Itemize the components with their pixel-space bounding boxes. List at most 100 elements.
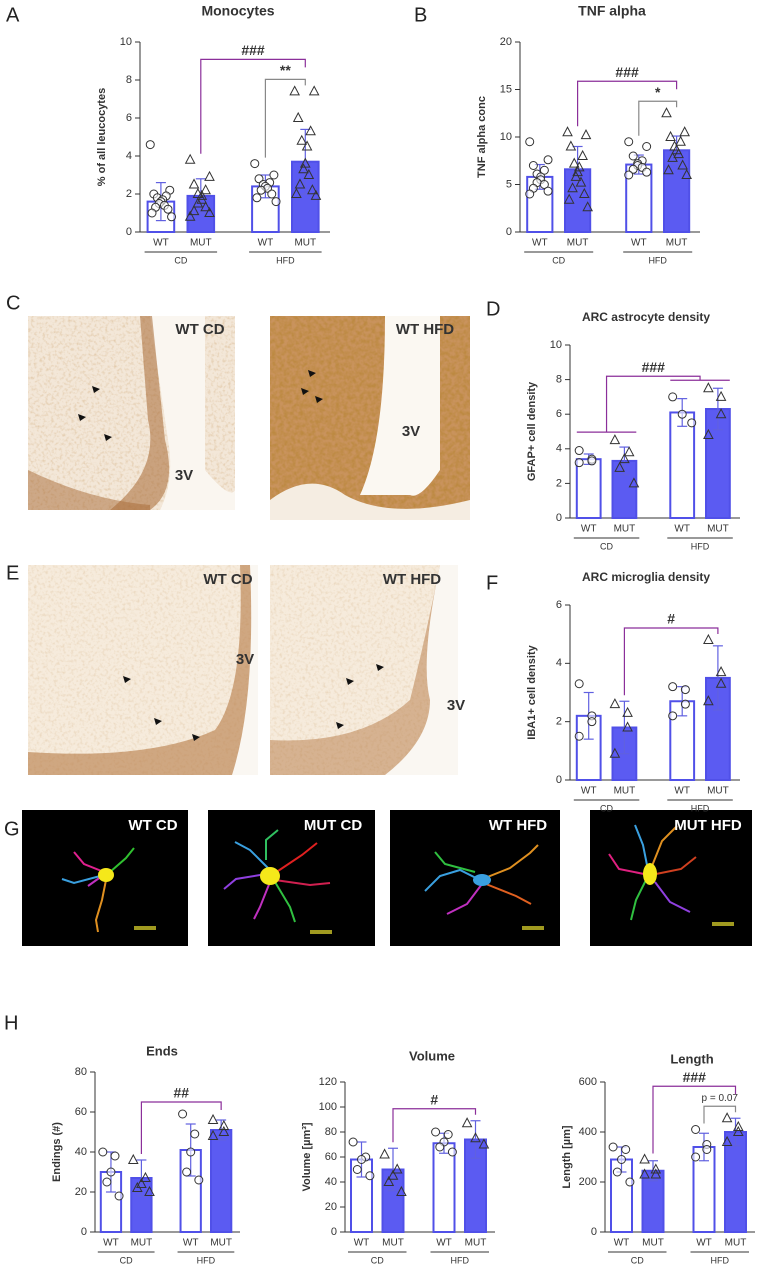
bar [724, 1131, 747, 1233]
group-label: CD [600, 803, 613, 813]
bracket [652, 1085, 737, 1154]
significance [638, 100, 678, 136]
x-tick-label: WT [532, 238, 548, 249]
y-tick-label: 80 [325, 1126, 337, 1138]
y-tick-label: 2 [556, 477, 562, 489]
arrowheads [78, 370, 323, 441]
data-point [609, 434, 621, 445]
data-point [703, 428, 714, 439]
bar [669, 411, 696, 519]
data-point [539, 180, 549, 189]
data-point [200, 184, 211, 195]
bracket [623, 627, 719, 696]
chart-title: TNF alpha [578, 3, 646, 19]
y-tick-label: 6 [556, 408, 562, 420]
y-tick-label: 8 [126, 74, 132, 86]
data-point [562, 126, 573, 137]
data-point [196, 193, 208, 204]
bracket [264, 78, 306, 158]
data-point [703, 382, 714, 393]
data-point [188, 178, 200, 189]
data-point [271, 197, 281, 207]
y-axis-label: % of all leucocytes [96, 88, 108, 186]
data-point [305, 125, 316, 136]
data-point [114, 1191, 124, 1201]
data-point [691, 1125, 701, 1134]
data-point [298, 163, 309, 174]
significance [264, 78, 306, 158]
data-point [715, 666, 727, 677]
error-bar [619, 446, 630, 476]
data-point [391, 1163, 403, 1174]
x-tick-label: MUT [725, 1238, 747, 1249]
data-point [703, 695, 714, 706]
data-point [628, 151, 638, 161]
cell-reconstruction [590, 810, 752, 946]
data-point [301, 140, 313, 151]
x-tick-label: WT [674, 786, 690, 797]
data-point [702, 1145, 712, 1154]
data-point [732, 1125, 744, 1136]
x-tick-label: WT [183, 1238, 199, 1249]
image-label: WT CD [203, 571, 252, 588]
bracket [140, 1101, 222, 1154]
x-tick-label: WT [581, 524, 597, 535]
data-point [539, 165, 549, 175]
significance-label: ** [280, 62, 291, 78]
group-label: HFD [691, 541, 710, 551]
x-tick-label: WT [631, 238, 647, 249]
x-tick-label: WT [258, 238, 274, 249]
data-point [106, 1167, 116, 1177]
bracket [703, 1105, 737, 1124]
chart-title: Monocytes [201, 3, 274, 19]
y-axis-label: TNF alpha conc [476, 96, 488, 178]
data-point [703, 633, 714, 644]
y-tick-label: 4 [126, 150, 132, 162]
data-point [715, 677, 727, 688]
group-label: HFD [276, 255, 295, 265]
significance-label: # [667, 611, 675, 627]
data-point [567, 182, 578, 193]
chart-title: ARC microglia density [582, 570, 710, 584]
bracket [577, 80, 678, 127]
x-tick-label: WT [354, 1238, 370, 1249]
error-bar [388, 1147, 398, 1192]
data-point [677, 159, 688, 170]
data-point [127, 1153, 139, 1164]
data-point [167, 212, 177, 222]
y-tick-label: 400 [579, 1126, 597, 1138]
data-point [568, 157, 580, 168]
data-point [188, 205, 200, 216]
y-tick-label: 10 [120, 36, 132, 48]
bar [575, 458, 602, 519]
y-tick-label: 2 [126, 188, 132, 200]
x-tick-label: WT [696, 1238, 712, 1249]
bracket [638, 100, 678, 136]
ventricle-label: 3V [236, 651, 254, 668]
data-point [218, 1125, 230, 1136]
group-label: CD [552, 255, 565, 265]
data-point [625, 1177, 635, 1187]
x-tick-label: MUT [210, 1238, 232, 1249]
data-point [608, 1142, 618, 1152]
data-point [677, 409, 687, 419]
y-axis-label: GFAP+ cell density [526, 381, 538, 481]
y-tick-label: 15 [500, 83, 512, 95]
data-point [691, 1152, 701, 1162]
image-label: WT HFD [383, 571, 441, 588]
group-label: CD [120, 1255, 133, 1265]
y-tick-label: 80 [75, 1066, 87, 1078]
cell-reconstruction [390, 810, 560, 946]
data-point [352, 1165, 362, 1174]
data-point [207, 1113, 219, 1124]
data-point [478, 1138, 490, 1149]
data-point [470, 1132, 481, 1143]
x-tick-label: MUT [190, 238, 212, 249]
data-point [673, 148, 684, 159]
data-point [184, 153, 196, 164]
image-label: WT HFD [396, 321, 454, 338]
data-point [668, 682, 678, 692]
y-tick-label: 10 [550, 339, 562, 351]
bracket [392, 1108, 477, 1143]
group-label: CD [631, 1255, 644, 1265]
